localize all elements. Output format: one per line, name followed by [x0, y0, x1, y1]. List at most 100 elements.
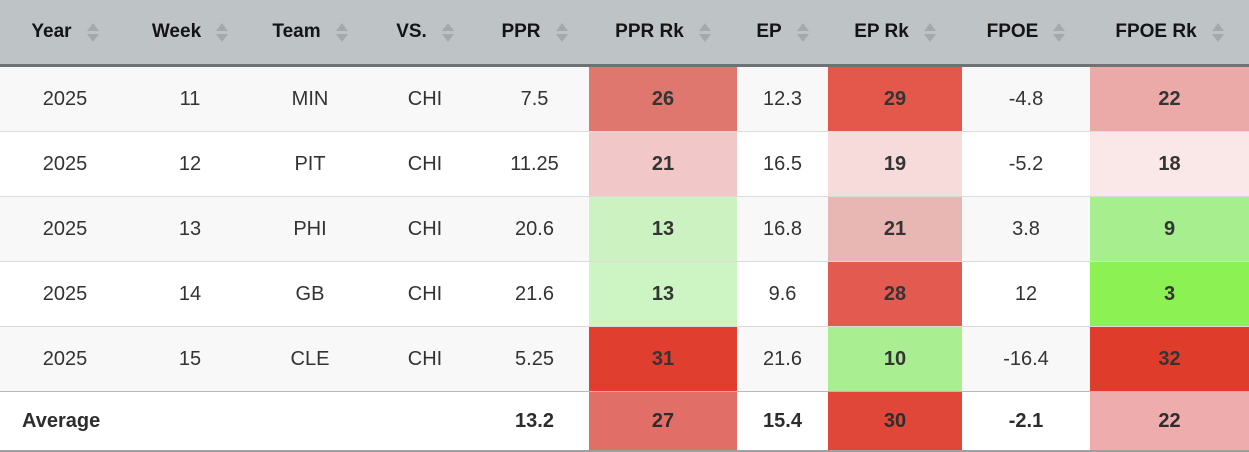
cell-ep-rank: 19: [828, 131, 962, 197]
column-header-ppr-rank[interactable]: PPR Rk: [589, 0, 737, 67]
cell-team: MIN: [291, 87, 329, 110]
cell-fpoe: -5.2: [962, 131, 1090, 197]
cell-week: 11: [179, 87, 201, 110]
column-label: Week: [151, 21, 202, 42]
column-label: Team: [272, 21, 321, 42]
cell-ppr-rank: 26: [589, 65, 737, 132]
cell-vs: CHI: [370, 196, 480, 262]
cell-fpoe: -4.8: [1008, 87, 1044, 110]
cell-team: PIT: [250, 131, 370, 197]
column-label: FPOE Rk: [1115, 21, 1197, 42]
cell-vs: [370, 391, 480, 452]
cell-team: CLE: [250, 326, 370, 392]
cell-vs: CHI: [370, 261, 480, 327]
cell-ep-rank: 29: [828, 65, 962, 132]
cell-ppr: 5.25: [480, 326, 589, 392]
cell-week: 13: [130, 196, 250, 262]
column-label: PPR: [501, 21, 541, 42]
cell-year: 2025: [0, 196, 130, 262]
cell-ep: 12.3: [763, 87, 802, 110]
column-header-team[interactable]: Team: [250, 0, 370, 67]
cell-vs: CHI: [407, 87, 443, 110]
cell-vs: CHI: [370, 326, 480, 392]
cell-average-label: Average: [0, 391, 130, 452]
column-label: PPR Rk: [615, 21, 684, 42]
cell-week: 15: [130, 326, 250, 392]
cell-ppr: 20.6: [480, 196, 589, 262]
sort-arrows-icon: [1053, 22, 1066, 42]
cell-ep: 16.8: [737, 196, 828, 262]
column-header-year[interactable]: Year: [0, 0, 130, 67]
sort-arrows-icon: [555, 22, 568, 42]
column-label: FPOE: [986, 21, 1039, 42]
header-row: Year Week Team VS. PPR PPR Rk EP EP Rk F…: [0, 0, 1249, 67]
table-header: Year Week Team VS. PPR PPR Rk EP EP Rk F…: [0, 0, 1249, 67]
table-row: 2025 14 GB CHI 21.6 13 9.6 28 12 3: [0, 261, 1249, 327]
cell-fpoe: 12: [962, 261, 1090, 327]
cell-week: 12: [130, 131, 250, 197]
cell-year: 2025: [42, 87, 88, 110]
cell-fpoe-rank: 22: [1090, 65, 1249, 132]
cell-fpoe-rank: 22: [1090, 391, 1249, 452]
column-label: EP: [756, 21, 782, 42]
cell-year: 2025: [0, 131, 130, 197]
column-header-ep[interactable]: EP: [737, 0, 828, 67]
cell-fpoe-rank: 32: [1090, 326, 1249, 392]
cell-year: 2025: [0, 261, 130, 327]
cell-fpoe: -16.4: [962, 326, 1090, 392]
sort-arrows-icon: [216, 22, 229, 42]
cell-team: [250, 391, 370, 452]
sort-arrows-icon: [335, 22, 348, 42]
column-label: Year: [31, 21, 72, 42]
cell-fpoe: -2.1: [962, 391, 1090, 452]
cell-ep: 16.5: [737, 131, 828, 197]
table-body: 2025 11 MIN CHI 7.5 26 12.3 29 -4.8 22 2…: [0, 65, 1249, 452]
cell-ep: 21.6: [737, 326, 828, 392]
column-header-fpoe-rank[interactable]: FPOE Rk: [1090, 0, 1249, 67]
table-row: 2025 11 MIN CHI 7.5 26 12.3 29 -4.8 22: [0, 65, 1249, 132]
column-label: VS.: [396, 21, 427, 42]
average-row: Average 13.2 27 15.4 30 -2.1 22: [0, 391, 1249, 452]
cell-ppr: 7.5: [520, 87, 549, 110]
cell-year: 2025: [0, 326, 130, 392]
cell-ep-rank: 28: [828, 261, 962, 327]
column-label: EP Rk: [854, 21, 909, 42]
sort-arrows-icon: [796, 22, 809, 42]
sort-arrows-icon: [86, 22, 99, 42]
cell-ppr: 11.25: [480, 131, 589, 197]
cell-ep: 15.4: [737, 391, 828, 452]
cell-ep-rank: 10: [828, 326, 962, 392]
cell-ep-rank: 21: [828, 196, 962, 262]
cell-ppr: 21.6: [480, 261, 589, 327]
cell-team: GB: [250, 261, 370, 327]
sort-arrows-icon: [698, 22, 711, 42]
table-row: 2025 15 CLE CHI 5.25 31 21.6 10 -16.4 32: [0, 326, 1249, 392]
cell-ppr-rank: 31: [589, 326, 737, 392]
column-header-ppr[interactable]: PPR: [480, 0, 589, 67]
cell-fpoe-rank: 3: [1090, 261, 1249, 327]
sort-arrows-icon: [441, 22, 454, 42]
cell-fpoe: 3.8: [962, 196, 1090, 262]
sort-arrows-icon: [1211, 22, 1224, 42]
column-header-fpoe[interactable]: FPOE: [962, 0, 1090, 67]
cell-ppr-rank: 21: [589, 131, 737, 197]
cell-ep-rank: 30: [828, 391, 962, 452]
cell-week: 14: [130, 261, 250, 327]
column-header-week[interactable]: Week: [130, 0, 250, 67]
column-header-ep-rank[interactable]: EP Rk: [828, 0, 962, 67]
cell-fpoe-rank: 18: [1090, 131, 1249, 197]
table-row: 2025 12 PIT CHI 11.25 21 16.5 19 -5.2 18: [0, 131, 1249, 197]
cell-week: [130, 391, 250, 452]
cell-fpoe-rank: 9: [1090, 196, 1249, 262]
cell-ppr-rank: 13: [589, 196, 737, 262]
sort-arrows-icon: [923, 22, 936, 42]
cell-ppr-rank: 13: [589, 261, 737, 327]
cell-ep: 9.6: [737, 261, 828, 327]
cell-ppr-rank: 27: [589, 391, 737, 452]
table-row: 2025 13 PHI CHI 20.6 13 16.8 21 3.8 9: [0, 196, 1249, 262]
cell-ppr: 13.2: [480, 391, 589, 452]
cell-team: PHI: [250, 196, 370, 262]
cell-vs: CHI: [370, 131, 480, 197]
column-header-vs[interactable]: VS.: [370, 0, 480, 67]
